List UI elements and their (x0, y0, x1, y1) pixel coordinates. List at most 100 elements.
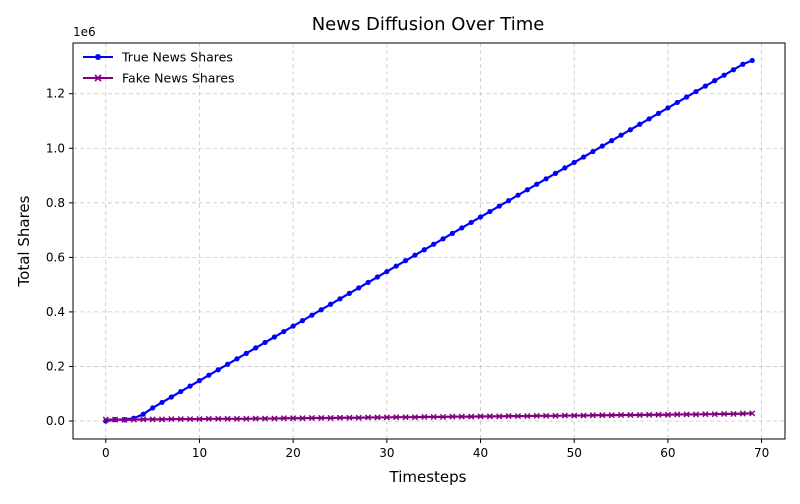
data-point-true-news-shares (449, 230, 456, 236)
data-point-fake-news-shares (158, 416, 166, 423)
data-point-fake-news-shares (393, 414, 400, 421)
y-tick-label: 0.0 (46, 414, 65, 428)
data-point-true-news-shares (637, 121, 643, 127)
data-point-fake-news-shares (421, 413, 428, 421)
data-point-fake-news-shares (711, 411, 718, 418)
x-tick-label: 60 (660, 446, 675, 460)
legend-label-true-news: True News Shares (121, 50, 233, 65)
data-point-fake-news-shares (730, 410, 737, 418)
data-point-true-news-shares (459, 225, 465, 231)
y-tick-label: 1.2 (46, 87, 65, 101)
data-point-fake-news-shares (336, 414, 344, 421)
data-point-fake-news-shares (271, 415, 278, 422)
legend-marker-true-news (95, 54, 101, 60)
data-point-true-news-shares (487, 208, 493, 215)
data-point-true-news-shares (356, 285, 362, 291)
data-point-fake-news-shares (411, 414, 419, 421)
data-point-fake-news-shares (112, 416, 119, 423)
data-point-true-news-shares (534, 181, 540, 187)
data-point-fake-news-shares (290, 415, 297, 422)
data-point-true-news-shares (740, 61, 746, 67)
legend-label-fake-news: Fake News Shares (122, 71, 235, 86)
data-point-fake-news-shares (486, 413, 493, 420)
y-axis: 0.0 0.2 0.4 0.6 0.8 1.0 1.2 (46, 87, 73, 428)
data-point-fake-news-shares (599, 412, 606, 419)
data-point-fake-news-shares (149, 416, 156, 423)
x-tick-label: 30 (379, 446, 394, 460)
series-line-fake-news-shares (105, 412, 753, 422)
data-point-fake-news-shares (205, 415, 212, 422)
data-point-fake-news-shares (749, 410, 756, 417)
data-point-fake-news-shares (477, 413, 484, 420)
legend-item-fake-news: Fake News Shares (83, 71, 235, 86)
data-point-true-news-shares (599, 143, 605, 149)
data-point-true-news-shares (580, 154, 587, 160)
data-point-fake-news-shares (243, 415, 250, 422)
data-point-true-news-shares (506, 198, 512, 204)
data-point-true-news-shares (730, 67, 737, 73)
data-point-true-news-shares (590, 148, 596, 155)
data-point-true-news-shares (140, 411, 146, 417)
data-point-true-news-shares (299, 318, 306, 324)
data-point-fake-news-shares (402, 414, 409, 421)
y-axis-label: Total Shares (15, 195, 33, 287)
x-tick-label: 20 (286, 446, 301, 460)
data-point-fake-news-shares (130, 416, 137, 423)
y-tick-label: 1.0 (46, 141, 65, 155)
data-point-fake-news-shares (636, 411, 643, 419)
legend-marker-fake-news (94, 74, 102, 82)
data-point-fake-news-shares (140, 416, 147, 423)
data-point-fake-news-shares (121, 416, 128, 424)
data-point-true-news-shares (206, 372, 212, 378)
data-point-fake-news-shares (430, 413, 437, 421)
data-point-true-news-shares (215, 367, 221, 373)
data-point-fake-news-shares (571, 412, 578, 419)
data-point-true-news-shares (684, 94, 690, 100)
data-point-fake-news-shares (664, 411, 671, 418)
data-point-true-news-shares (609, 138, 615, 144)
data-point-true-news-shares (571, 159, 577, 166)
data-point-true-news-shares (159, 399, 165, 406)
data-point-true-news-shares (187, 383, 193, 389)
data-point-fake-news-shares (346, 414, 353, 421)
y-axis-offset-label: 1e6 (73, 25, 96, 39)
data-point-fake-news-shares (177, 415, 184, 423)
data-point-fake-news-shares (252, 415, 259, 422)
data-point-fake-news-shares (617, 411, 625, 419)
data-point-true-news-shares (290, 323, 296, 329)
data-point-true-news-shares (412, 252, 418, 258)
data-point-true-news-shares (627, 127, 634, 133)
data-point-true-news-shares (281, 328, 287, 335)
y-tick-label: 0.6 (46, 250, 65, 264)
data-point-true-news-shares (562, 165, 568, 171)
y-tick-label: 0.4 (46, 305, 65, 319)
data-point-fake-news-shares (224, 415, 231, 422)
data-point-true-news-shares (328, 301, 334, 307)
data-point-fake-news-shares (318, 414, 325, 422)
series-line-true-news-shares (105, 59, 753, 423)
data-point-fake-news-shares (543, 412, 550, 419)
data-point-true-news-shares (253, 345, 259, 351)
plot-area-frame (72, 42, 786, 440)
data-point-fake-news-shares (468, 413, 475, 420)
data-point-true-news-shares (243, 350, 249, 356)
data-point-true-news-shares (402, 258, 409, 264)
data-point-true-news-shares (721, 72, 727, 78)
data-point-true-news-shares (543, 176, 549, 182)
data-point-true-news-shares (224, 361, 231, 367)
x-tick-label: 50 (567, 446, 582, 460)
data-point-true-news-shares (552, 170, 559, 176)
data-point-fake-news-shares (674, 411, 681, 418)
data-point-fake-news-shares (308, 414, 315, 422)
data-point-fake-news-shares (739, 410, 746, 417)
data-point-fake-news-shares (702, 411, 709, 418)
data-point-fake-news-shares (608, 412, 615, 419)
data-point-fake-news-shares (655, 411, 662, 418)
data-point-true-news-shares (168, 394, 174, 400)
data-point-true-news-shares (365, 279, 371, 286)
y-tick-label: 0.2 (46, 359, 65, 373)
data-point-fake-news-shares (365, 414, 372, 421)
data-point-fake-news-shares (692, 411, 700, 418)
